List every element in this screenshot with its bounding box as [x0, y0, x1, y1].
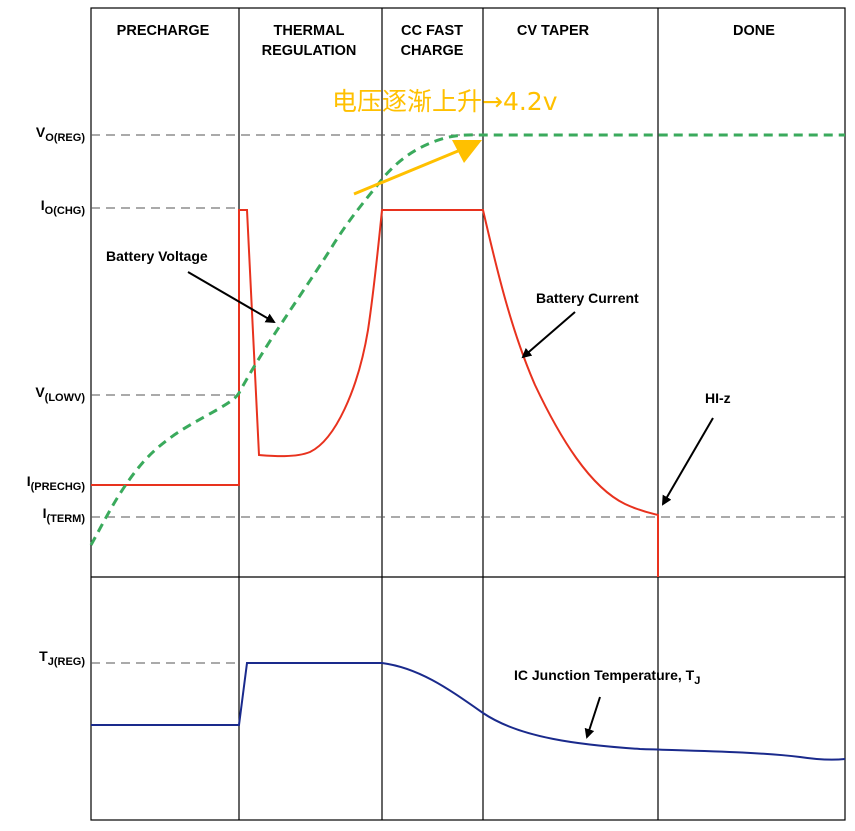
junction-temperature-curve	[91, 662, 846, 761]
vreg-label: VO(REG)	[36, 124, 85, 144]
iterm-label: I(TERM)	[43, 505, 86, 525]
hiz-label: HI-z	[705, 390, 731, 406]
phase-done: DONE	[733, 23, 775, 39]
phase-thermal-regulation: THERMAL REGULATION	[262, 23, 357, 59]
phase-cv-taper: CV TAPER	[517, 23, 590, 39]
hiz-arrow	[661, 417, 714, 506]
reference-lines	[91, 134, 845, 664]
diagram-frame	[90, 7, 846, 821]
vlowv-label: V(LOWV)	[35, 384, 85, 404]
battery-current-arrow	[521, 311, 576, 359]
phase-headers: PRECHARGE THERMAL REGULATION CC FAST CHARG…	[117, 23, 776, 59]
tjreg-label: TJ(REG)	[39, 648, 85, 668]
phase-precharge: PRECHARGE	[117, 23, 210, 39]
battery-voltage-arrow	[187, 271, 276, 324]
battery-voltage-label: Battery Voltage	[106, 248, 208, 264]
battery-current-label: Battery Current	[536, 290, 639, 306]
battery-current-curve	[91, 209, 659, 577]
junction-temp-arrow	[584, 696, 601, 739]
iprechg-label: I(PRECHG)	[27, 473, 86, 493]
battery-voltage-curve	[89, 133, 845, 546]
voltage-rise-note: 电压逐渐上升→4.2v	[332, 87, 558, 116]
ichg-label: IO(CHG)	[41, 197, 86, 217]
voltage-rise-arrow	[353, 140, 482, 196]
level-labels: VO(REG) IO(CHG) V(LOWV) I(PRECHG) I(TERM…	[27, 124, 86, 668]
phase-cc-fast-charge: CC FAST CHARGE	[401, 23, 464, 59]
junction-temp-label: IC Junction Temperature, TJ	[514, 667, 700, 687]
